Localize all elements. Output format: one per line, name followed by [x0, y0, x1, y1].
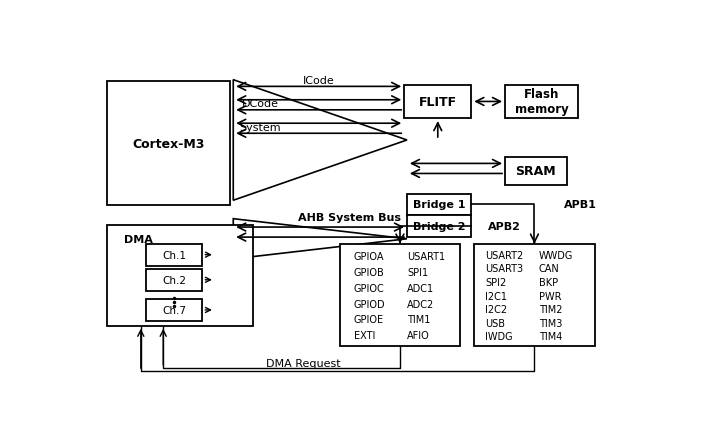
Text: USART1: USART1: [407, 252, 445, 262]
Bar: [474, 244, 595, 346]
Text: AFIO: AFIO: [407, 330, 429, 340]
Text: DCode: DCode: [241, 99, 278, 109]
Text: Bridge 1: Bridge 1: [413, 200, 466, 210]
Bar: [146, 269, 202, 291]
Text: DMA Request: DMA Request: [266, 358, 341, 368]
Text: TIM3: TIM3: [539, 318, 562, 328]
Text: FLITF: FLITF: [419, 96, 457, 108]
Text: CAN: CAN: [539, 264, 560, 274]
Text: SPI1: SPI1: [407, 267, 428, 277]
Text: System: System: [239, 122, 281, 132]
Text: I2C1: I2C1: [485, 291, 508, 301]
Bar: [404, 85, 471, 119]
Text: ICode: ICode: [303, 76, 335, 86]
Text: APB2: APB2: [488, 222, 521, 232]
Text: TIM2: TIM2: [539, 305, 562, 315]
Text: Flash
memory: Flash memory: [515, 88, 568, 116]
Text: SRAM: SRAM: [515, 165, 556, 178]
Text: GPIOE: GPIOE: [354, 315, 384, 325]
Bar: [340, 244, 461, 346]
Text: SPI2: SPI2: [485, 277, 507, 287]
Text: I2C2: I2C2: [485, 305, 508, 315]
Text: Bridge 2: Bridge 2: [413, 222, 466, 232]
Text: Ch.7: Ch.7: [163, 305, 187, 315]
Text: GPIOC: GPIOC: [354, 283, 385, 293]
Text: ADC2: ADC2: [407, 299, 435, 309]
Text: USART2: USART2: [485, 250, 523, 260]
Bar: [505, 158, 567, 186]
Text: BKP: BKP: [539, 277, 557, 287]
Text: TIM1: TIM1: [407, 315, 430, 325]
Text: Ch.2: Ch.2: [163, 275, 187, 285]
Bar: [146, 244, 202, 266]
Text: USB: USB: [485, 318, 505, 328]
Text: Cortex-M3: Cortex-M3: [132, 138, 205, 151]
Text: ADC1: ADC1: [407, 283, 434, 293]
Text: APB1: APB1: [564, 200, 596, 210]
Text: AHB System Bus: AHB System Bus: [298, 213, 401, 223]
Bar: [407, 194, 471, 216]
Text: USART3: USART3: [485, 264, 523, 274]
Text: IWDG: IWDG: [485, 332, 513, 342]
Bar: [107, 82, 231, 206]
Text: GPIOA: GPIOA: [354, 252, 384, 262]
Text: DMA: DMA: [124, 234, 153, 244]
Text: PWR: PWR: [539, 291, 561, 301]
Text: Ch.1: Ch.1: [163, 250, 187, 260]
Polygon shape: [234, 219, 407, 259]
Polygon shape: [234, 80, 407, 201]
Text: GPIOB: GPIOB: [354, 267, 385, 277]
Bar: [107, 226, 253, 326]
Bar: [407, 216, 471, 237]
Text: GPIOD: GPIOD: [354, 299, 385, 309]
Bar: [146, 299, 202, 321]
Text: WWDG: WWDG: [539, 250, 573, 260]
Text: TIM4: TIM4: [539, 332, 562, 342]
Text: EXTI: EXTI: [354, 330, 375, 340]
Bar: [505, 85, 578, 119]
